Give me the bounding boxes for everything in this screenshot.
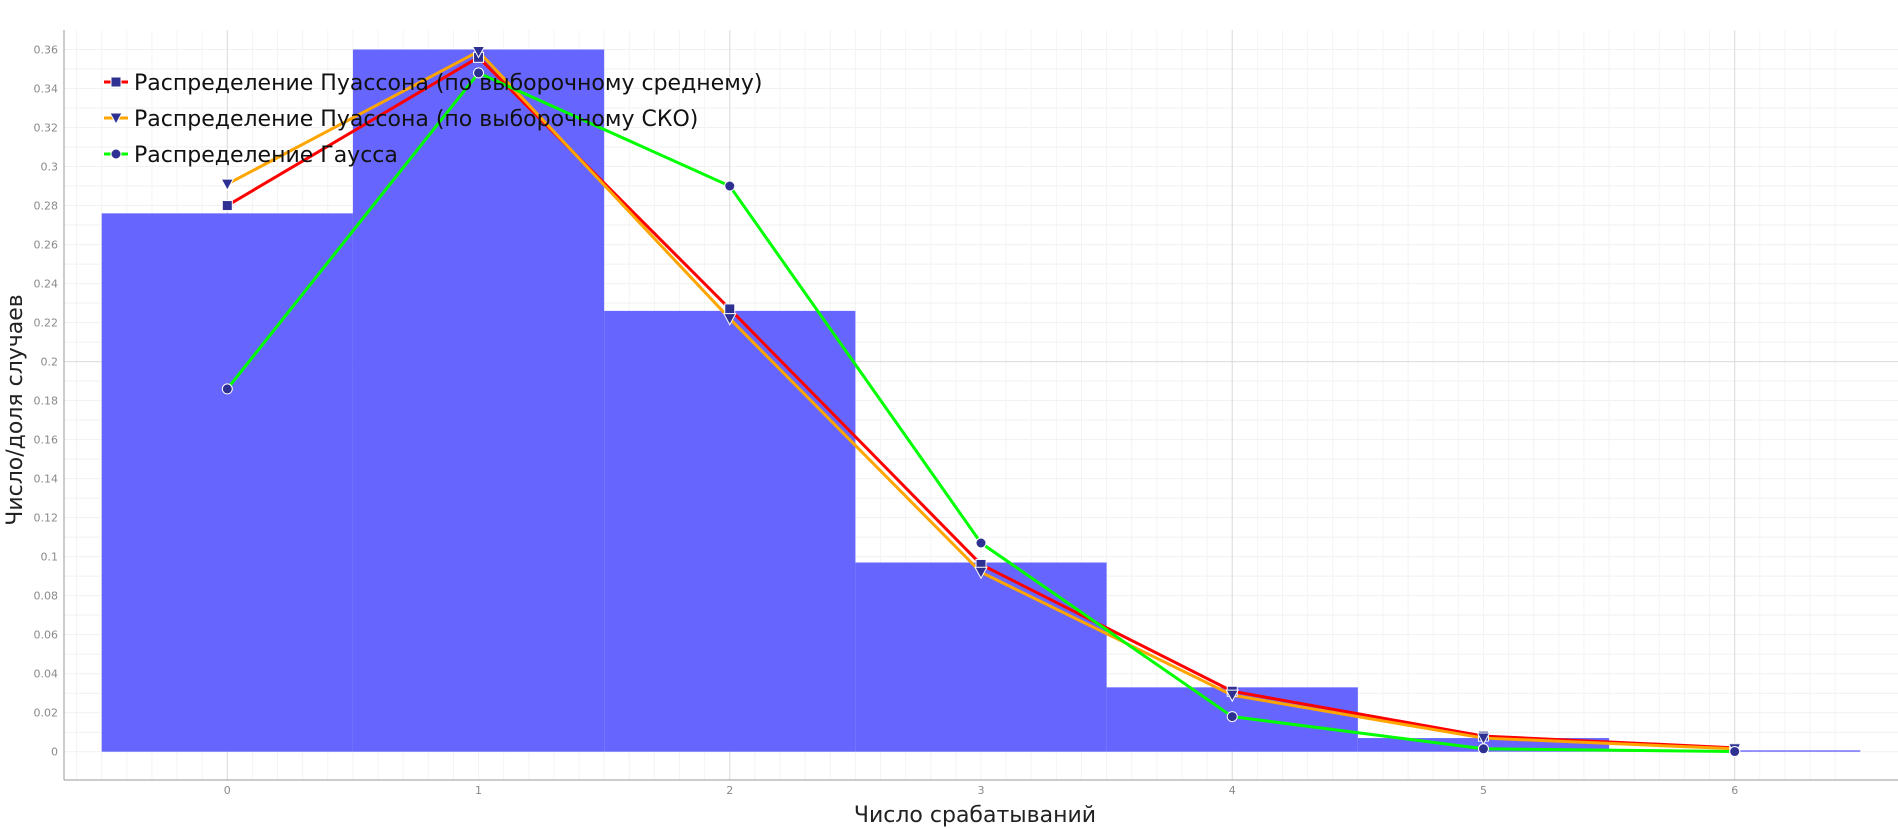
y-tick-label: 0.06 — [34, 629, 59, 642]
series-point — [473, 67, 485, 79]
x-tick-label: 5 — [1480, 784, 1487, 797]
series-point — [724, 303, 736, 315]
x-tick-label: 6 — [1731, 784, 1738, 797]
y-axis-title: Число/доля случаев — [3, 294, 28, 526]
legend: Распределение Пуассона (по выборочному с… — [104, 71, 762, 168]
y-tick-label: 0.04 — [34, 668, 59, 681]
series-point — [1477, 743, 1489, 755]
y-tick-label: 0.36 — [34, 44, 59, 57]
y-tick-label: 0.32 — [34, 122, 59, 135]
series-point — [724, 180, 736, 192]
tick-labels: 0 0.02 0.04 0.06 0.08 0.1 0.12 0.14 0.16 0.18 0.2 0… — [34, 44, 1739, 797]
y-tick-label: 0.1 — [41, 551, 59, 564]
axes — [63, 30, 1898, 781]
y-tick-label: 0.18 — [34, 395, 59, 408]
y-tick-label: 0.08 — [34, 590, 59, 603]
histogram-bar — [101, 213, 353, 752]
y-tick-label: 0.14 — [34, 473, 59, 486]
y-tick-label: 0.02 — [34, 707, 59, 720]
legend-label: Распределение Пуассона (по выборочному с… — [134, 71, 762, 96]
x-tick-label: 3 — [978, 784, 985, 797]
series-point — [221, 200, 233, 212]
y-tick-label: 0.34 — [34, 83, 59, 96]
x-tick-label: 0 — [224, 784, 231, 797]
y-tick-label: 0.24 — [34, 278, 59, 291]
series-point — [1226, 711, 1238, 723]
series-lines — [220, 45, 1742, 758]
x-axis-title: Число срабатываний — [854, 803, 1096, 828]
x-tick-label: 4 — [1229, 784, 1236, 797]
legend-label: Распределение Пуассона (по выборочному С… — [134, 107, 698, 132]
y-tick-label: 0.12 — [34, 512, 59, 525]
series-point — [1225, 689, 1240, 703]
y-tick-label: 0.22 — [34, 317, 59, 330]
x-tick-label: 1 — [475, 784, 482, 797]
histogram-bars — [101, 49, 1861, 752]
legend-marker — [110, 148, 122, 160]
series-point — [1729, 746, 1741, 758]
series-point — [220, 178, 235, 192]
series-point — [974, 566, 988, 580]
y-tick-label: 0.28 — [34, 200, 59, 213]
series-point — [1476, 732, 1491, 746]
y-tick-label: 0.16 — [34, 434, 59, 447]
y-tick-label: 0.26 — [34, 239, 59, 252]
x-tick-label: 2 — [726, 784, 733, 797]
y-tick-label: 0.2 — [41, 356, 59, 369]
y-tick-label: 0 — [51, 746, 58, 759]
histogram-bar — [604, 310, 856, 752]
histogram-bar — [855, 562, 1107, 752]
series-point — [221, 383, 233, 395]
histogram-bar — [352, 49, 605, 752]
legend-marker — [110, 76, 122, 88]
y-tick-label: 0.3 — [41, 161, 59, 174]
series-point — [471, 45, 486, 59]
series-point — [975, 537, 987, 549]
legend-marker — [109, 112, 123, 126]
series-point — [722, 313, 737, 326]
legend-label: Распределение Гаусса — [134, 143, 398, 168]
